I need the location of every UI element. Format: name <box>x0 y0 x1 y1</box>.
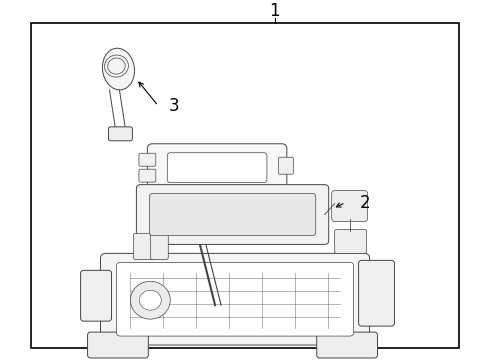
FancyBboxPatch shape <box>358 260 394 326</box>
FancyBboxPatch shape <box>81 270 111 321</box>
Ellipse shape <box>130 281 170 319</box>
FancyBboxPatch shape <box>331 190 367 221</box>
FancyBboxPatch shape <box>147 144 286 192</box>
Bar <box>31 23 458 348</box>
FancyBboxPatch shape <box>136 185 328 244</box>
FancyBboxPatch shape <box>101 253 369 345</box>
FancyBboxPatch shape <box>139 153 156 166</box>
Ellipse shape <box>139 290 161 310</box>
FancyBboxPatch shape <box>108 127 132 141</box>
FancyBboxPatch shape <box>133 233 155 259</box>
FancyBboxPatch shape <box>278 157 293 174</box>
Ellipse shape <box>102 48 134 90</box>
FancyBboxPatch shape <box>334 229 366 253</box>
FancyBboxPatch shape <box>167 153 266 183</box>
FancyBboxPatch shape <box>316 332 377 358</box>
FancyBboxPatch shape <box>149 194 315 235</box>
Text: 1: 1 <box>269 2 280 20</box>
Text: 3: 3 <box>168 97 179 115</box>
FancyBboxPatch shape <box>139 169 156 182</box>
FancyBboxPatch shape <box>116 262 353 336</box>
FancyBboxPatch shape <box>150 233 168 259</box>
FancyBboxPatch shape <box>87 332 148 358</box>
Text: 2: 2 <box>359 194 369 212</box>
